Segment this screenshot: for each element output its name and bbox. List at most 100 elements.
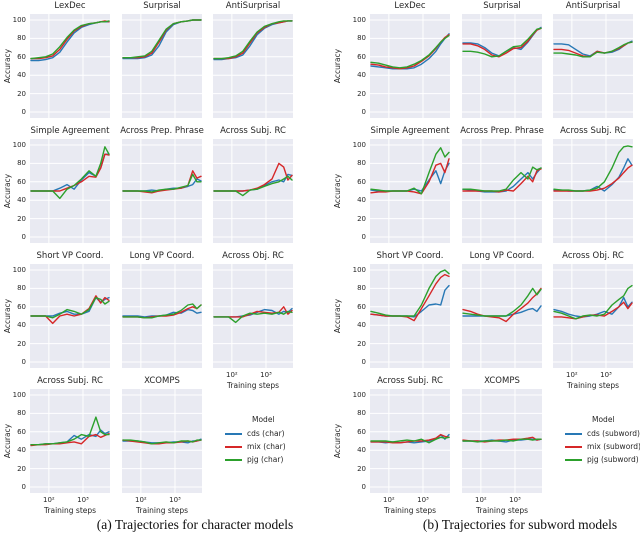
series-line-mix <box>462 168 542 193</box>
axis-label-training-steps: Training steps <box>135 506 189 515</box>
subplot-a-2-plot <box>122 14 202 118</box>
axis-label-accuracy: Accuracy <box>333 173 342 209</box>
y-tick-label: 100 <box>12 16 26 24</box>
subplot-b-7-plot <box>370 264 450 368</box>
y-tick-label: 100 <box>352 266 366 274</box>
y-tick-label: 20 <box>357 339 366 348</box>
subplot-a-10-title: Across Subj. RC <box>37 376 103 386</box>
series-line-pjg <box>553 284 633 320</box>
series-line-pjg <box>30 146 110 200</box>
y-tick-label: 20 <box>17 339 26 348</box>
y-tick-label: 60 <box>17 302 26 311</box>
subplot-b-8-plot <box>462 264 542 368</box>
subplot-a-6-plot <box>213 139 293 243</box>
x-tick-label: 10³ <box>77 496 89 504</box>
x-tick-label: 10² <box>565 371 578 379</box>
y-tick-label: 80 <box>357 284 366 293</box>
series-line-pjg <box>462 27 542 58</box>
legend-b: Model cds (subword) mix (subword) pjg (subw… <box>565 415 640 466</box>
series-line-cds <box>213 173 293 192</box>
subplot-b-2-title: Surprisal <box>483 1 521 11</box>
y-tick-label: 100 <box>352 16 366 24</box>
y-tick-label: 0 <box>361 483 366 491</box>
subplot-b-4-title: Simple Agreement <box>370 126 450 136</box>
subplot-a-11-plot <box>122 389 202 493</box>
legend-line-cds <box>565 432 582 435</box>
y-tick-label: 80 <box>357 159 366 168</box>
y-tick-label: 80 <box>17 34 26 43</box>
y-tick-label: 60 <box>357 302 366 311</box>
axis-label-accuracy: Accuracy <box>333 298 342 334</box>
subplot-b-6-title: Across Subj. RC <box>560 126 626 136</box>
series-line-mix <box>213 162 293 192</box>
axis-label-training-steps: Training steps <box>383 506 437 515</box>
legend-entry: cds (subword) <box>565 427 640 440</box>
axis-label-accuracy: Accuracy <box>333 423 342 459</box>
subplot-b-3-plot <box>553 14 633 118</box>
y-tick-label: 40 <box>357 196 366 205</box>
legend-title: Model <box>592 415 615 424</box>
subplot-b-2-plot <box>462 14 542 118</box>
axis-label-training-steps: Training steps <box>226 381 280 390</box>
legend-label: cds (subword) <box>587 429 640 438</box>
y-tick-label: 0 <box>21 358 26 366</box>
subplot-b-9-plot <box>553 264 633 368</box>
series-line-pjg <box>30 296 110 319</box>
series-line-mix <box>462 287 542 323</box>
subplot-b-1-title: LexDec <box>394 1 426 11</box>
legend-entry: mix (subword) <box>565 440 640 453</box>
series-line-cds <box>30 21 110 62</box>
subplot-b-8-title: Long VP Coord. <box>469 251 535 261</box>
subplot-b-11-plot <box>462 389 542 493</box>
series-line-mix <box>30 20 110 60</box>
series-line-mix <box>30 295 110 325</box>
series-line-cds <box>370 162 450 192</box>
y-tick-label: 20 <box>357 214 366 223</box>
legend-line-cds <box>225 432 242 435</box>
subplot-a-8-plot <box>122 264 202 368</box>
series-line-pjg <box>213 20 293 60</box>
series-line-pjg <box>122 19 202 59</box>
legend-label: cds (char) <box>247 429 285 438</box>
series-line-mix <box>553 164 633 192</box>
axis-label-accuracy: Accuracy <box>3 298 12 334</box>
series-line-cds <box>122 19 202 60</box>
subplot-b-9-title: Across Obj. RC <box>562 251 624 261</box>
legend-label: pjg (char) <box>247 455 284 464</box>
axis-label-training-steps: Training steps <box>43 506 97 515</box>
y-tick-label: 20 <box>17 464 26 473</box>
y-tick-label: 20 <box>357 464 366 473</box>
subplot-a-9-title: Across Obj. RC <box>222 251 284 261</box>
series-line-pjg <box>462 287 542 317</box>
y-tick-label: 60 <box>17 427 26 436</box>
y-tick-label: 100 <box>12 141 26 149</box>
series-line-pjg <box>122 173 202 193</box>
axis-label-accuracy: Accuracy <box>3 48 12 84</box>
y-tick-label: 20 <box>17 89 26 98</box>
y-tick-label: 80 <box>357 409 366 418</box>
subplot-b-1-plot <box>370 14 450 118</box>
series-line-mix <box>553 301 633 320</box>
y-tick-label: 80 <box>17 284 26 293</box>
y-tick-label: 20 <box>17 214 26 223</box>
subplot-a-2-title: Surprisal <box>143 1 181 11</box>
legend-line-mix <box>565 445 582 448</box>
series-line-cds <box>213 20 293 61</box>
series-line-pjg <box>370 269 450 317</box>
legend-entry: mix (char) <box>225 440 286 453</box>
y-tick-label: 60 <box>357 177 366 186</box>
series-line-pjg <box>553 41 633 58</box>
y-tick-label: 80 <box>17 159 26 168</box>
series-line-pjg <box>30 20 110 60</box>
x-tick-label: 10² <box>225 371 238 379</box>
series-line-pjg <box>122 303 202 319</box>
subplot-a-6-title: Across Subj. RC <box>220 126 286 136</box>
y-tick-label: 60 <box>17 177 26 186</box>
legend-label: mix (subword) <box>587 442 640 451</box>
legend-entry: pjg (subword) <box>565 453 640 466</box>
y-tick-label: 40 <box>17 446 26 455</box>
subplot-a-7-plot <box>30 264 110 368</box>
subplot-a-4-plot <box>30 139 110 243</box>
subplot-a-1-title: LexDec <box>54 1 86 11</box>
